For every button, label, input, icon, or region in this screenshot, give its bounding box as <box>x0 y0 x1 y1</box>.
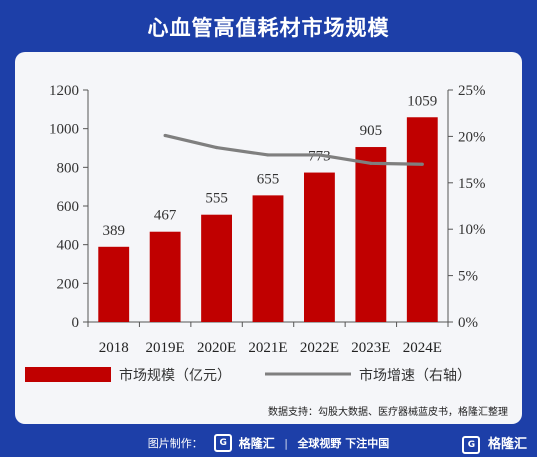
legend-label-bar: 市场规模（亿元） <box>119 367 231 384</box>
growth-point <box>369 161 373 165</box>
bar-data-label: 655 <box>257 171 280 187</box>
footer-credit: 图片制作： G 格隆汇 | 全球视野 下注中国 <box>0 434 537 452</box>
chart-title: 心血管高值耗材市场规模 <box>147 16 390 40</box>
legend-label-line: 市场增速（右轴） <box>359 367 471 384</box>
growth-point <box>214 145 219 150</box>
legend: 市场规模（亿元） 市场增速（右轴） <box>25 367 471 384</box>
chart-svg: 0 200 400 600 800 1000 1200 0% 5% 10% 15% 20% 25% 2… <box>25 83 486 384</box>
x-axis-category-label: 2019E <box>146 340 185 356</box>
right-axis-tick-label: 5% <box>458 269 478 285</box>
right-axis-tick-label: 20% <box>458 129 486 145</box>
bar-data-label: 1059 <box>407 93 437 109</box>
bar <box>406 117 438 322</box>
bar-series: 3894675556557739051059 <box>98 93 438 322</box>
x-axis-category-label: 2022E <box>300 340 339 356</box>
brand-logo-icon: G <box>214 434 233 452</box>
bar-data-label: 389 <box>102 223 125 239</box>
growth-point <box>317 153 322 157</box>
x-axis-category-label: 2018 <box>99 340 129 356</box>
growth-point <box>266 153 270 157</box>
right-axis-tick-label: 0% <box>458 315 478 331</box>
x-axis: 2018 2019E 2020E 2021E 2022E 2023E 2024E <box>87 321 449 356</box>
growth-line <box>164 133 423 166</box>
left-axis-tick-label: 600 <box>57 199 80 215</box>
bar-data-label: 467 <box>154 208 177 224</box>
bar <box>304 172 335 322</box>
bar <box>252 195 284 322</box>
bar-data-label: 905 <box>360 123 383 139</box>
right-axis-tick-label: 10% <box>458 222 486 238</box>
left-axis-tick-label: 200 <box>57 276 80 292</box>
bar <box>201 214 232 322</box>
right-axis-tick-label: 15% <box>458 176 486 192</box>
left-y-axis: 0 200 400 600 800 1000 1200 <box>49 83 89 331</box>
footer-divider: | <box>284 436 288 450</box>
footer-bar: 图片制作： G 格隆汇 | 全球视野 下注中国 G 格隆汇 <box>0 428 537 457</box>
right-axis-tick-label: 25% <box>458 83 486 99</box>
right-y-axis: 0% 5% 10% 15% 20% 25% <box>447 83 486 331</box>
footer-right-brand: G 格隆汇 <box>454 433 527 454</box>
left-axis-tick-label: 800 <box>57 160 80 176</box>
growth-point <box>163 133 167 138</box>
left-axis-tick-label: 400 <box>57 238 80 254</box>
left-axis-tick-label: 0 <box>72 315 80 331</box>
x-axis-category-label: 2024E <box>403 340 442 356</box>
source-note: 数据支持：勾股大数据、医疗器械蓝皮书，格隆汇整理 <box>268 407 508 418</box>
bar <box>355 147 387 322</box>
bar <box>98 246 130 322</box>
growth-point <box>420 162 424 166</box>
left-axis-tick-label: 1000 <box>49 122 79 138</box>
line-series <box>163 133 424 166</box>
footer-right-brand-text: 格隆汇 <box>487 437 527 452</box>
x-axis-category-label: 2021E <box>248 340 287 356</box>
footer-slogan: 全球视野 下注中国 <box>297 437 390 450</box>
chart-card: 0 200 400 600 800 1000 1200 0% 5% 10% 15% 20% 25% 2… <box>15 52 522 424</box>
footer-made-by: 图片制作： <box>147 437 203 450</box>
left-axis-tick-label: 1200 <box>49 83 79 99</box>
bar <box>149 231 181 322</box>
footer-brand: 格隆汇 <box>238 436 275 451</box>
bar-data-label: 555 <box>205 191 228 207</box>
brand-logo-icon-right: G <box>462 435 481 454</box>
x-axis-category-label: 2023E <box>351 340 390 356</box>
x-axis-category-label: 2020E <box>197 340 236 356</box>
legend-swatch-bar <box>25 367 111 382</box>
